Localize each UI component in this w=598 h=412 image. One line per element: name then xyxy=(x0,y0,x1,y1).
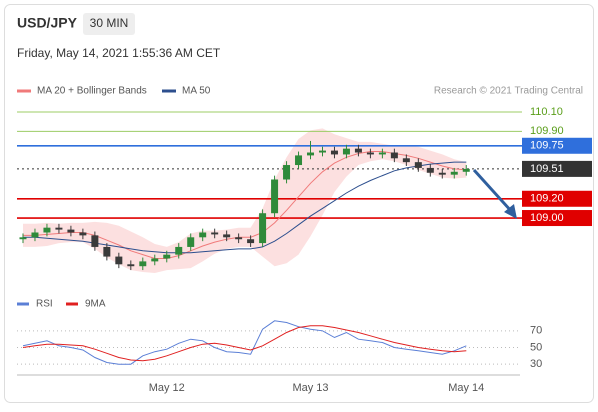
subtitle: Friday, May 14, 2021 1:55:36 AM CET xyxy=(17,46,221,60)
candle-body xyxy=(366,152,374,155)
x-tick-label: May 12 xyxy=(149,382,185,394)
forecast-arrow xyxy=(472,168,514,214)
candle-body xyxy=(295,155,303,166)
candle-body xyxy=(426,167,434,173)
candle-body xyxy=(247,239,255,244)
candle-body xyxy=(67,229,75,233)
candle-body xyxy=(342,148,350,155)
attribution: Research © 2021 Trading Central xyxy=(434,86,583,97)
candle-body xyxy=(330,150,338,155)
candle-body xyxy=(450,171,458,175)
x-tick-label: May 13 xyxy=(292,382,328,394)
rsi-line xyxy=(22,320,467,365)
level-label: 109.90 xyxy=(530,125,564,137)
candle-body xyxy=(271,179,279,214)
y-tick-label: 70 xyxy=(530,325,542,337)
candle-body xyxy=(223,234,231,238)
level-label-box xyxy=(522,137,592,154)
x-tick-label: May 14 xyxy=(448,382,484,394)
candle-body xyxy=(151,258,159,262)
candle-body xyxy=(307,152,315,156)
candle-body xyxy=(55,227,63,230)
candle-body xyxy=(235,237,243,240)
candle-body xyxy=(187,237,195,247)
candle-body xyxy=(354,148,362,153)
level-label: 109.51 xyxy=(530,163,564,175)
candle-body xyxy=(139,261,147,267)
candle-body xyxy=(378,152,386,155)
candle-body xyxy=(283,165,291,180)
candle-body xyxy=(390,152,398,159)
bollinger-band xyxy=(23,128,467,273)
legend-label: 9MA xyxy=(85,299,106,310)
candle-body xyxy=(79,232,87,236)
level-label: 109.20 xyxy=(530,193,564,205)
level-label-box xyxy=(522,160,592,177)
legend-label: MA 50 xyxy=(182,86,211,97)
candle-body xyxy=(402,158,410,163)
candle-body xyxy=(91,235,99,247)
candle-body xyxy=(259,213,267,244)
candle-body xyxy=(31,232,39,238)
y-tick-label: 50 xyxy=(530,341,542,353)
level-label-box xyxy=(522,190,592,207)
timeframe-badge xyxy=(83,13,135,35)
candle-body xyxy=(115,256,123,265)
candle-body xyxy=(127,264,135,267)
rsi-line xyxy=(22,325,467,362)
candle-body xyxy=(175,246,183,255)
candle-body xyxy=(462,168,470,172)
level-label: 109.00 xyxy=(530,212,564,224)
level-label-box xyxy=(522,210,592,227)
candle-body xyxy=(19,237,27,240)
chart-title: USD/JPY xyxy=(17,15,78,31)
level-label: 109.75 xyxy=(530,140,564,152)
candle-body xyxy=(211,232,219,235)
legend-label: MA 20 + Bollinger Bands xyxy=(37,86,147,97)
candle-body xyxy=(318,150,326,153)
legend-label: RSI xyxy=(36,299,53,310)
candle-body xyxy=(163,254,171,259)
candle-body xyxy=(199,232,207,238)
level-label: 110.10 xyxy=(530,106,563,118)
timeframe: 30 MIN xyxy=(90,16,129,30)
y-tick-label: 30 xyxy=(530,358,542,370)
candle-body xyxy=(438,172,446,175)
forecast-arrowhead xyxy=(504,204,517,219)
candle-body xyxy=(103,246,111,257)
candle-body xyxy=(414,162,422,168)
candle-body xyxy=(43,227,51,233)
